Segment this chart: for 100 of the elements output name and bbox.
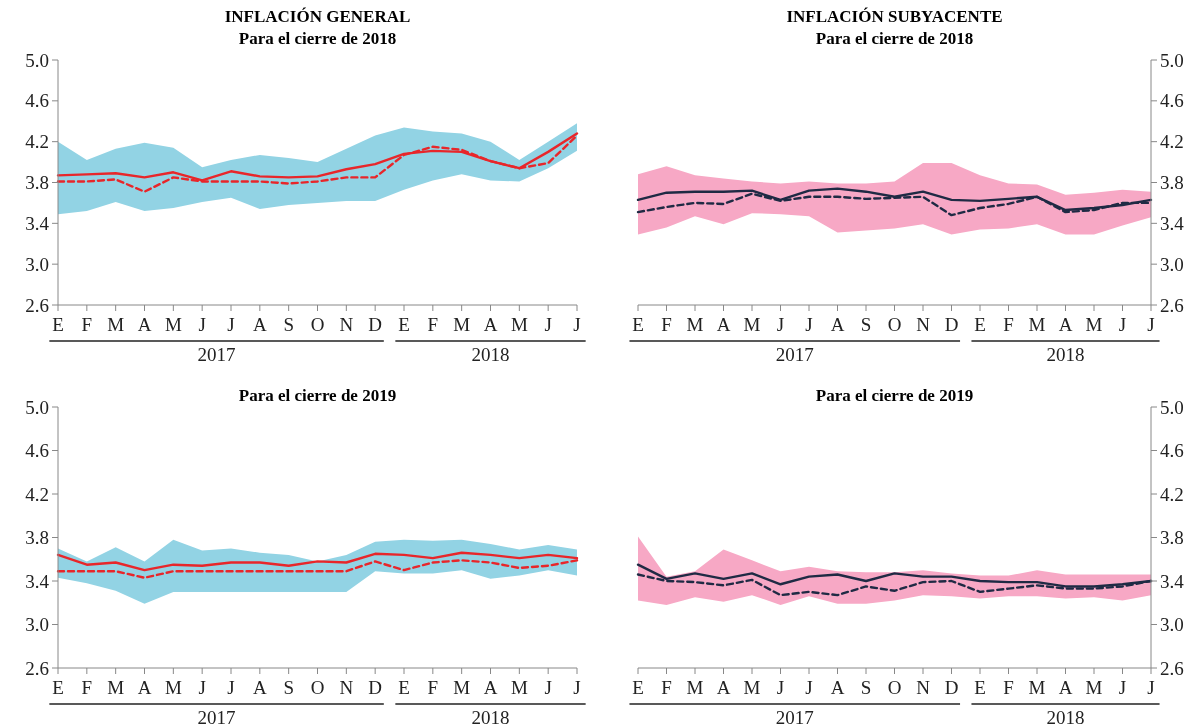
x-tick-label: O bbox=[887, 677, 902, 698]
x-tick-label: M bbox=[510, 677, 528, 698]
y-tick-label: 2.6 bbox=[25, 294, 49, 316]
x-tick-label: E bbox=[974, 314, 986, 335]
x-tick-label: E bbox=[632, 314, 644, 335]
x-tick-label: A bbox=[137, 677, 152, 698]
x-tick-label: J bbox=[573, 314, 581, 335]
x-tick-label: D bbox=[944, 677, 959, 698]
y-tick-label: 2.6 bbox=[25, 657, 49, 679]
chart-title: INFLACIÓN SUBYACENTE bbox=[786, 7, 1003, 26]
x-tick-label: E bbox=[974, 677, 986, 698]
x-tick-label: J bbox=[805, 677, 813, 698]
y2-tick-label: 5.0 bbox=[1160, 49, 1184, 71]
y2-tick-label: 3.4 bbox=[1160, 212, 1185, 234]
chart-subtitle: Para el cierre de 2018 bbox=[815, 29, 974, 48]
x-tick-label: N bbox=[916, 677, 931, 698]
y2-tick-label: 3.8 bbox=[1160, 527, 1184, 549]
x-tick-label: M bbox=[453, 314, 471, 335]
x-tick-label: O bbox=[310, 677, 325, 698]
y-tick-label: 3.0 bbox=[25, 614, 49, 636]
x-tick-label: A bbox=[716, 677, 731, 698]
text: 2018 bbox=[471, 707, 510, 727]
x-tick-label: D bbox=[944, 314, 959, 335]
y-tick-label: 3.8 bbox=[25, 527, 49, 549]
x-tick-label: A bbox=[1058, 677, 1073, 698]
x-tick-label: E bbox=[52, 677, 64, 698]
y2-tick-label: 3.8 bbox=[1160, 172, 1184, 194]
x-tick-label: M bbox=[1085, 314, 1103, 335]
x-tick-label: J bbox=[1118, 677, 1127, 698]
y2-tick-label: 3.0 bbox=[1160, 253, 1184, 275]
x-tick-label: S bbox=[283, 677, 294, 698]
x-tick-label: M bbox=[743, 314, 761, 335]
x-tick-label: J bbox=[1147, 314, 1155, 335]
y-tick-label: 4.2 bbox=[25, 131, 49, 153]
text: 2018 bbox=[471, 344, 510, 365]
x-tick-label: M bbox=[510, 314, 528, 335]
x-tick-label: J bbox=[544, 314, 552, 335]
x-tick-label: A bbox=[830, 677, 845, 698]
y2-tick-label: 5.0 bbox=[1160, 396, 1184, 418]
x-tick-label: F bbox=[1003, 677, 1014, 698]
y2-tick-label: 4.2 bbox=[1160, 483, 1184, 505]
line-series bbox=[636, 187, 1153, 212]
x-tick-label: E bbox=[398, 677, 410, 698]
x-tick-label: A bbox=[483, 677, 498, 698]
x-tick-label: A bbox=[252, 677, 267, 698]
y2-tick-label: 4.6 bbox=[1160, 90, 1184, 112]
x-tick-label: O bbox=[887, 314, 902, 335]
x-tick-label: M bbox=[164, 677, 182, 698]
x-tick-label: M bbox=[453, 677, 471, 698]
x-tick-label: A bbox=[830, 314, 845, 335]
x-tick-label: M bbox=[1028, 677, 1046, 698]
x-tick-label: E bbox=[398, 314, 410, 335]
x-tick-label: N bbox=[339, 314, 354, 335]
x-tick-label: F bbox=[427, 677, 439, 698]
text: 2018 bbox=[1046, 344, 1085, 365]
x-tick-label: J bbox=[573, 677, 581, 698]
x-tick-label: N bbox=[916, 314, 931, 335]
x-tick-label: D bbox=[368, 677, 383, 698]
text: 2017 bbox=[775, 344, 814, 365]
x-tick-label: J bbox=[805, 314, 813, 335]
x-tick-label: E bbox=[632, 677, 644, 698]
y-tick-label: 5.0 bbox=[25, 396, 49, 418]
x-tick-label: M bbox=[686, 314, 704, 335]
x-tick-label: A bbox=[716, 314, 731, 335]
x-tick-label: J bbox=[776, 677, 785, 698]
x-tick-label: M bbox=[743, 677, 761, 698]
x-tick-label: F bbox=[661, 677, 672, 698]
chart-title: INFLACIÓN GENERAL bbox=[224, 7, 411, 26]
x-tick-label: F bbox=[427, 314, 439, 335]
x-tick-label: N bbox=[339, 677, 354, 698]
x-tick-label: M bbox=[1085, 677, 1103, 698]
x-tick-label: S bbox=[860, 677, 872, 698]
y2-tick-label: 3.0 bbox=[1160, 614, 1184, 636]
y2-tick-label: 4.6 bbox=[1160, 440, 1184, 462]
x-tick-label: M bbox=[1028, 314, 1046, 335]
x-tick-label: A bbox=[1058, 314, 1073, 335]
text: 2017 bbox=[775, 707, 814, 727]
x-tick-label: M bbox=[107, 677, 125, 698]
x-tick-label: S bbox=[860, 314, 872, 335]
x-tick-label: J bbox=[198, 314, 206, 335]
x-tick-label: J bbox=[776, 314, 785, 335]
y-tick-label: 3.8 bbox=[25, 172, 49, 194]
x-tick-label: J bbox=[227, 677, 235, 698]
x-tick-label: M bbox=[164, 314, 182, 335]
y-tick-label: 5.0 bbox=[25, 49, 49, 71]
chart-title: Para el cierre de 2019 bbox=[815, 386, 974, 405]
y-tick-label: 4.2 bbox=[25, 483, 49, 505]
text: 2018 bbox=[1046, 707, 1085, 727]
x-tick-label: F bbox=[81, 314, 93, 335]
y2-tick-label: 2.6 bbox=[1160, 657, 1184, 679]
x-tick-label: M bbox=[686, 677, 704, 698]
x-tick-label: J bbox=[227, 314, 235, 335]
chart-subtitle: Para el cierre de 2018 bbox=[238, 29, 397, 48]
x-tick-label: J bbox=[198, 677, 206, 698]
x-tick-label: D bbox=[368, 314, 383, 335]
x-tick-label: M bbox=[107, 314, 125, 335]
x-tick-label: E bbox=[52, 314, 64, 335]
x-tick-label: S bbox=[283, 314, 294, 335]
y-tick-label: 3.4 bbox=[25, 570, 50, 592]
text: 2017 bbox=[197, 707, 236, 727]
